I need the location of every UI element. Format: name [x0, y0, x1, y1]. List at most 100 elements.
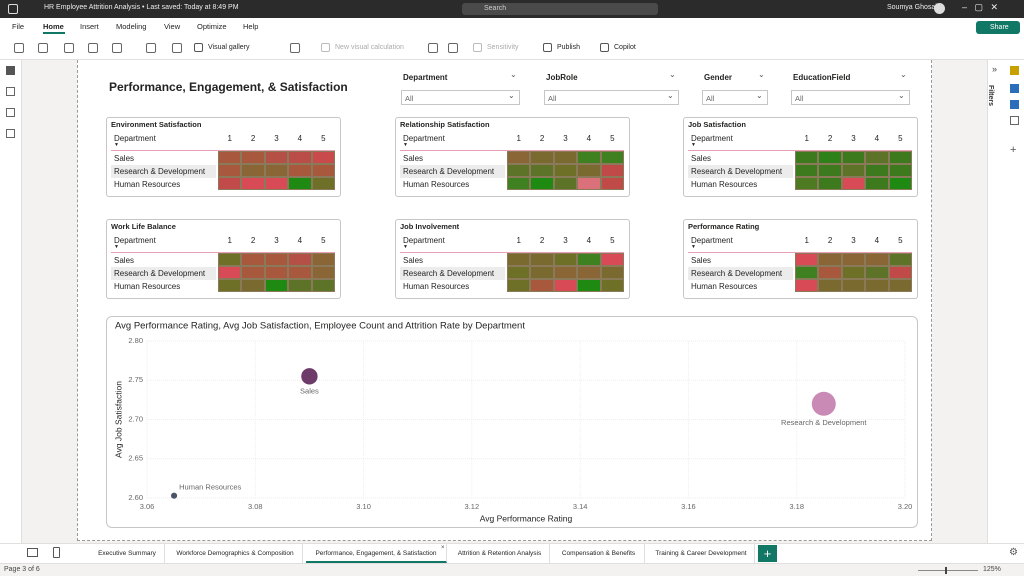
slicer-dropdown[interactable]: All: [702, 90, 768, 105]
page-tab[interactable]: Performance, Engagement, & Satisfaction: [306, 544, 447, 563]
chart-title: Avg Performance Rating, Avg Job Satisfac…: [115, 321, 525, 332]
column-header: 2: [827, 134, 833, 143]
pane-icon[interactable]: [1010, 66, 1019, 75]
search-box[interactable]: Search: [462, 3, 658, 15]
slicer-dropdown[interactable]: All: [791, 90, 910, 105]
ribbon-button[interactable]: Copilot: [614, 44, 636, 51]
menu-item[interactable]: Help: [243, 22, 259, 31]
heatmap-cell: [311, 253, 335, 266]
dax-view-icon[interactable]: [6, 129, 15, 138]
heatmap-cell: [888, 253, 912, 266]
row-label: Sales: [114, 256, 135, 265]
ribbon-button[interactable]: Visual gallery: [208, 44, 250, 51]
expand-icon[interactable]: »: [992, 64, 998, 74]
ribbon-icon[interactable]: [112, 43, 122, 53]
menu-item[interactable]: Optimize: [197, 22, 227, 31]
sort-arrow: ▼: [403, 142, 408, 148]
ribbon-icon[interactable]: [321, 43, 330, 52]
pane-icon[interactable]: [1010, 84, 1019, 93]
y-tick-label: 2.60: [128, 493, 143, 502]
heatmap-cell: [218, 279, 242, 292]
matrix-title: Relationship Satisfaction: [400, 120, 490, 129]
ribbon-icon[interactable]: [64, 43, 74, 53]
ribbon-icon[interactable]: [194, 43, 203, 52]
column-header: 4: [297, 236, 303, 245]
row-label: Research & Development: [400, 165, 505, 178]
avatar[interactable]: [934, 3, 945, 14]
dropdown-chevron[interactable]: ⌄: [756, 91, 763, 100]
bubble: [811, 391, 836, 416]
heatmap-cell: [218, 177, 242, 190]
heatmap-cell: [241, 151, 265, 164]
page-tab[interactable]: Workforce Demographics & Composition: [168, 544, 303, 563]
settings-icon[interactable]: ⚙: [1009, 547, 1018, 558]
pane-icon[interactable]: [1010, 100, 1019, 109]
slicer-chevron[interactable]: ⌄: [669, 70, 676, 79]
mobile-view-icon[interactable]: [53, 547, 60, 558]
ribbon-area: Share File Home Insert Modeling View Optimize…: [0, 18, 1024, 60]
matrix-visual: Job Satisfaction Department ▼ 1 2 3 4 5 Sales Res…: [683, 117, 918, 197]
menu-item[interactable]: Insert: [80, 22, 99, 31]
page-tab[interactable]: Executive Summary: [90, 544, 165, 563]
pane-icon[interactable]: [1010, 116, 1019, 125]
menu-item[interactable]: Modeling: [116, 22, 147, 31]
menu-item[interactable]: View: [164, 22, 181, 31]
heatmap-cell: [795, 266, 819, 279]
model-view-icon[interactable]: [6, 108, 15, 117]
sort-arrow: ▼: [691, 244, 696, 250]
window-controls[interactable]: – ▢ ✕: [962, 2, 999, 12]
row-label: Human Resources: [691, 282, 758, 291]
ribbon-icon[interactable]: [290, 43, 300, 53]
heatmap-cell: [241, 253, 265, 266]
close-tab[interactable]: ×: [441, 545, 445, 551]
dropdown-chevron[interactable]: ⌄: [667, 91, 674, 100]
zoom-thumb[interactable]: [945, 567, 947, 574]
ribbon-icon[interactable]: [14, 43, 24, 53]
slicer-dropdown[interactable]: All: [401, 90, 520, 105]
slicer-chevron[interactable]: ⌄: [510, 70, 517, 79]
ribbon-icon[interactable]: [38, 43, 48, 53]
heatmap-cell: [288, 279, 312, 292]
ribbon-icon[interactable]: [428, 43, 438, 53]
slicer-label: EducationField: [793, 73, 851, 82]
dropdown-chevron[interactable]: ⌄: [508, 91, 515, 100]
heatmap-cell: [530, 253, 554, 266]
point-label: Human Resources: [179, 483, 241, 492]
ribbon-icon[interactable]: [448, 43, 458, 53]
slicer-label: Department: [403, 73, 448, 82]
slicer-dropdown[interactable]: All: [544, 90, 679, 105]
share-button[interactable]: Share: [976, 21, 1020, 34]
heatmap-cell: [577, 151, 601, 164]
add-page-button[interactable]: +: [758, 545, 777, 562]
ribbon-icon[interactable]: [543, 43, 552, 52]
page-tab[interactable]: Training & Career Development: [648, 544, 755, 563]
slicer-chevron[interactable]: ⌄: [758, 70, 765, 79]
slicer-chevron[interactable]: ⌄: [900, 70, 907, 79]
ribbon-button[interactable]: Publish: [557, 44, 580, 51]
menu-item[interactable]: File: [12, 22, 25, 31]
filters-pane[interactable]: » Filters: [987, 60, 1004, 543]
report-view-icon[interactable]: [6, 66, 15, 75]
ribbon-icon[interactable]: [600, 43, 609, 52]
heatmap-cell: [888, 266, 912, 279]
report-page: Performance, Engagement, & Satisfaction …: [77, 60, 932, 541]
filters-label[interactable]: Filters: [987, 84, 995, 107]
menu-item[interactable]: Home: [43, 22, 64, 31]
heatmap-cell: [218, 253, 242, 266]
dropdown-chevron[interactable]: ⌄: [898, 91, 905, 100]
page-tab[interactable]: Compensation & Benefits: [553, 544, 645, 563]
heatmap-cell: [553, 266, 578, 279]
ribbon-button[interactable]: New visual calculation: [335, 44, 404, 51]
heatmap-cell: [577, 279, 601, 292]
ribbon-icon[interactable]: [88, 43, 98, 53]
ribbon-icon[interactable]: [146, 43, 156, 53]
ribbon-icon[interactable]: [473, 43, 482, 52]
ribbon-icon[interactable]: [172, 43, 182, 53]
save-icon[interactable]: [8, 4, 18, 14]
page-tab[interactable]: Attrition & Retention Analysis: [450, 544, 550, 563]
zoom-slider[interactable]: [918, 570, 978, 571]
ribbon-button[interactable]: Sensitivity: [487, 44, 519, 51]
add-pane-icon[interactable]: +: [1010, 144, 1017, 156]
desktop-view-icon[interactable]: [27, 548, 38, 557]
table-view-icon[interactable]: [6, 87, 15, 96]
